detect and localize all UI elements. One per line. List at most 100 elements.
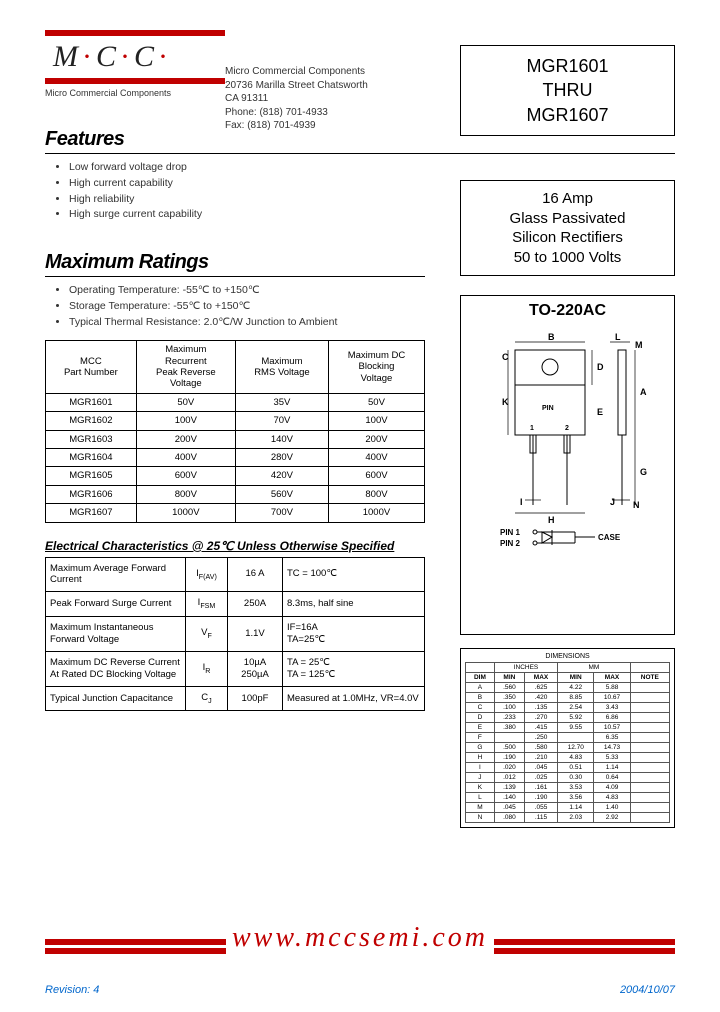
svg-text:G: G bbox=[640, 467, 647, 477]
dim-cell: H bbox=[466, 753, 495, 763]
dim-cell bbox=[630, 773, 669, 783]
ratings-row: MGR1603200V140V200V bbox=[46, 430, 425, 448]
elec-cell: 16 A bbox=[228, 557, 283, 592]
features-rule bbox=[45, 153, 675, 154]
description-box: 16 Amp Glass Passivated Silicon Rectifie… bbox=[460, 180, 675, 276]
dim-cell: .190 bbox=[494, 753, 524, 763]
company-name: Micro Commercial Components bbox=[225, 65, 368, 79]
ratings-cell: 100V bbox=[328, 412, 424, 430]
dim-cell: 12.70 bbox=[558, 743, 594, 753]
ratings-row: MGR160150V35V50V bbox=[46, 393, 425, 411]
dim-cell: 14.73 bbox=[594, 743, 630, 753]
dim-cell bbox=[630, 793, 669, 803]
dim-group-note bbox=[630, 663, 669, 673]
dim-row: H.190.2104.835.33 bbox=[466, 753, 670, 763]
svg-text:1: 1 bbox=[530, 425, 534, 432]
dim-cell: 5.33 bbox=[594, 753, 630, 763]
max-ratings-rule bbox=[45, 276, 425, 277]
electrical-characteristics-table: Maximum Average Forward CurrentIF(AV)16 … bbox=[45, 557, 425, 712]
logo-bar-bottom bbox=[45, 78, 225, 84]
dim-row: D.233.2705.926.86 bbox=[466, 713, 670, 723]
dim-row: M.045.0551.141.40 bbox=[466, 803, 670, 813]
svg-text:PIN: PIN bbox=[542, 405, 554, 412]
dim-cell bbox=[558, 733, 594, 743]
dim-cell: .350 bbox=[494, 693, 524, 703]
ratings-cell: 400V bbox=[136, 448, 235, 466]
ratings-cell: MGR1607 bbox=[46, 504, 137, 522]
dim-cell: A bbox=[466, 683, 495, 693]
feature-item: Low forward voltage drop bbox=[69, 160, 425, 176]
dim-cell: .250 bbox=[524, 733, 557, 743]
elec-cell: Typical Junction Capacitance bbox=[46, 686, 186, 711]
dim-cell: .045 bbox=[494, 803, 524, 813]
svg-text:CASE: CASE bbox=[598, 533, 621, 542]
dim-row: A.560.6254.225.88 bbox=[466, 683, 670, 693]
features-list: Low forward voltage dropHigh current cap… bbox=[45, 160, 425, 223]
dimensions-title: DIMENSIONS bbox=[465, 653, 670, 660]
dim-row: I.020.0450.511.14 bbox=[466, 763, 670, 773]
dim-row: B.350.4208.8510.67 bbox=[466, 693, 670, 703]
dim-cell: .415 bbox=[524, 723, 557, 733]
ratings-cell: 50V bbox=[136, 393, 235, 411]
dim-row: L.140.1903.564.83 bbox=[466, 793, 670, 803]
ratings-row: MGR1602100V70V100V bbox=[46, 412, 425, 430]
ratings-cell: 560V bbox=[235, 485, 328, 503]
dim-col-header-row: DIM MIN MAX MIN MAX NOTE bbox=[466, 673, 670, 683]
dim-cell: .025 bbox=[524, 773, 557, 783]
part-line2: THRU bbox=[467, 78, 668, 102]
company-addr2: CA 91311 bbox=[225, 92, 368, 106]
dim-row: N.080.1152.032.92 bbox=[466, 813, 670, 823]
dim-cell: .055 bbox=[524, 803, 557, 813]
elec-cell: 10µA250µA bbox=[228, 651, 283, 686]
desc-line4: 50 to 1000 Volts bbox=[467, 248, 668, 268]
ratings-row: MGR1606800V560V800V bbox=[46, 485, 425, 503]
dim-cell bbox=[630, 683, 669, 693]
rating-bullet: Typical Thermal Resistance: 2.0℃/W Junct… bbox=[69, 315, 425, 331]
svg-text:H: H bbox=[548, 515, 555, 525]
ratings-col-0: MCCPart Number bbox=[46, 341, 137, 394]
dim-cell bbox=[630, 693, 669, 703]
dim-cell: .139 bbox=[494, 783, 524, 793]
dimensions-table: INCHES MM DIM MIN MAX MIN MAX NOTE A.560… bbox=[465, 662, 670, 823]
dim-cell bbox=[494, 733, 524, 743]
part-number-box: MGR1601 THRU MGR1607 bbox=[460, 45, 675, 136]
ratings-col-3: Maximum DCBlockingVoltage bbox=[328, 341, 424, 394]
elec-heading: Electrical Characteristics @ 25℃ Unless … bbox=[45, 539, 425, 553]
dim-cell: .045 bbox=[524, 763, 557, 773]
logo-letter: C bbox=[96, 40, 120, 73]
left-column: Features Low forward voltage dropHigh cu… bbox=[45, 128, 425, 711]
elec-cell: 100pF bbox=[228, 686, 283, 711]
ratings-cell: 70V bbox=[235, 412, 328, 430]
dim-cell: 10.67 bbox=[594, 693, 630, 703]
elec-row: Peak Forward Surge CurrentIFSM250A8.3ms,… bbox=[46, 592, 425, 617]
dim-group-mm: MM bbox=[558, 663, 631, 673]
dim-cell bbox=[630, 703, 669, 713]
footer-url: www.mccsemi.com bbox=[0, 922, 720, 954]
desc-line3: Silicon Rectifiers bbox=[467, 228, 668, 248]
dim-cell bbox=[630, 763, 669, 773]
ratings-row: MGR1604400V280V400V bbox=[46, 448, 425, 466]
svg-text:M: M bbox=[635, 340, 643, 350]
dim-cell: 1.14 bbox=[558, 803, 594, 813]
dim-cell: D bbox=[466, 713, 495, 723]
dim-row: G.500.58012.7014.73 bbox=[466, 743, 670, 753]
dim-cell: .080 bbox=[494, 813, 524, 823]
elec-cell: 1.1V bbox=[228, 617, 283, 652]
logo-dot: · bbox=[158, 40, 172, 73]
dim-cell: 10.57 bbox=[594, 723, 630, 733]
dim-cell: M bbox=[466, 803, 495, 813]
dim-cell: 0.51 bbox=[558, 763, 594, 773]
ratings-cell: 600V bbox=[136, 467, 235, 485]
elec-cell: Maximum Average Forward Current bbox=[46, 557, 186, 592]
svg-text:E: E bbox=[597, 407, 603, 417]
elec-cell: CJ bbox=[186, 686, 228, 711]
dim-cell: F bbox=[466, 733, 495, 743]
ratings-cell: 140V bbox=[235, 430, 328, 448]
dim-cell: E bbox=[466, 723, 495, 733]
dim-cell bbox=[630, 813, 669, 823]
dimensions-box: DIMENSIONS INCHES MM DIM MIN MAX MIN MAX… bbox=[460, 648, 675, 828]
dim-cell: C bbox=[466, 703, 495, 713]
svg-text:I: I bbox=[520, 497, 523, 507]
dim-cell bbox=[630, 783, 669, 793]
elec-cell: IF(AV) bbox=[186, 557, 228, 592]
